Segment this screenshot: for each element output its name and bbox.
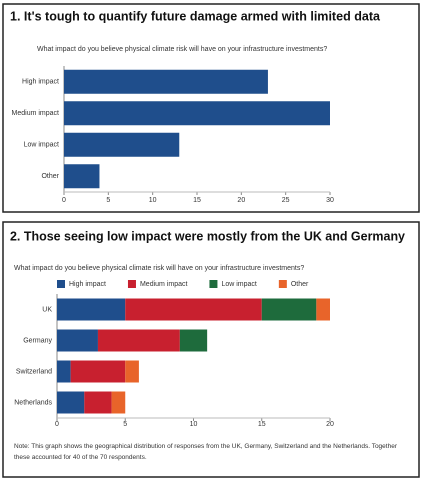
y-tick-label: Switzerland	[16, 368, 52, 375]
bar	[64, 101, 330, 126]
legend-label: High impact	[69, 281, 106, 288]
bar-segment	[111, 391, 126, 414]
bar-segment	[84, 391, 112, 414]
bar-segment	[316, 298, 330, 321]
bar	[64, 164, 100, 189]
legend-swatch	[209, 280, 218, 288]
bar-segment	[57, 298, 126, 321]
x-tick-label: 20	[326, 421, 334, 428]
chart-title: 2. Those seeing low impact were mostly f…	[10, 228, 406, 243]
y-tick-label: UK	[42, 306, 52, 313]
legend-swatch	[278, 280, 287, 288]
x-tick-label: 5	[106, 197, 110, 204]
x-tick-label: 20	[237, 197, 245, 204]
y-tick-label: Low impact	[24, 142, 59, 149]
x-tick-label: 0	[62, 197, 66, 204]
x-tick-label: 15	[193, 197, 201, 204]
y-tick-label: Germany	[23, 337, 52, 344]
legend-swatch	[127, 280, 136, 288]
y-tick-label: Medium impact	[12, 110, 60, 117]
bar-segment	[57, 360, 71, 383]
x-tick-label: 5	[123, 421, 127, 428]
y-tick-label: Netherlands	[14, 399, 52, 406]
bar-segment	[261, 298, 317, 321]
legend-label: Medium impact	[140, 281, 188, 288]
bar-segment	[57, 391, 85, 414]
y-tick-label: High impact	[22, 79, 59, 86]
x-tick-label: 10	[190, 421, 198, 428]
x-tick-label: 0	[55, 421, 59, 428]
bar	[64, 69, 268, 94]
bar	[64, 132, 180, 157]
bar-segment	[179, 329, 208, 352]
bar-segment	[125, 298, 262, 321]
legend-label: Other	[291, 281, 309, 288]
note: Note: This graph shows the geographical …	[14, 443, 397, 461]
bar-segment	[57, 329, 98, 352]
bar-segment	[97, 329, 180, 352]
chart-title: 1. It's tough to quantify future damage …	[10, 8, 381, 23]
x-tick-label: 25	[282, 197, 290, 204]
legend-swatch	[57, 280, 65, 288]
legend-label: Low impact	[221, 281, 256, 288]
chart-subtitle: What impact do you believe physical clim…	[37, 46, 327, 53]
bar-segment	[70, 360, 126, 383]
bar-segment	[125, 360, 139, 383]
x-tick-label: 15	[258, 421, 266, 428]
x-tick-label: 10	[149, 197, 157, 204]
x-tick-label: 30	[326, 197, 334, 204]
chart-subtitle: What impact do you believe physical clim…	[14, 265, 304, 272]
y-tick-label: Other	[41, 173, 59, 180]
